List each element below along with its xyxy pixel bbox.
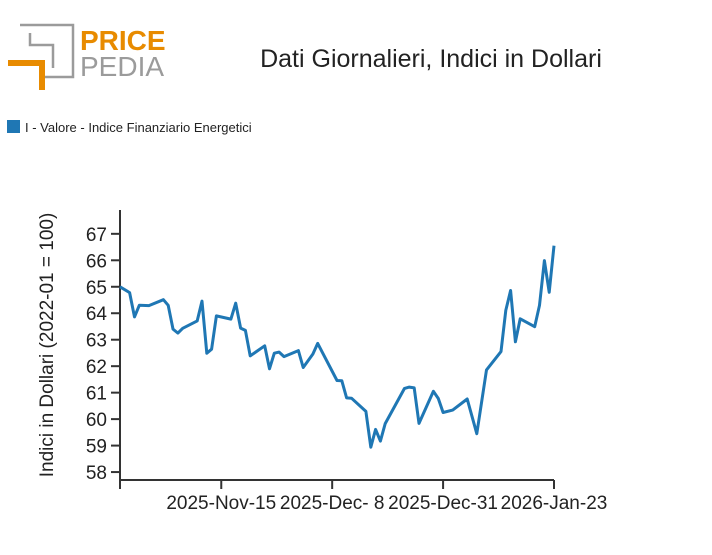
y-tick-label: 58 xyxy=(86,463,107,484)
y-tick-label: 60 xyxy=(86,410,107,431)
logo-line2: PEDIA xyxy=(80,51,164,82)
y-tick-label: 59 xyxy=(86,437,107,458)
y-tick-label: 66 xyxy=(86,251,107,272)
legend: I - Valore - Indice Finanziario Energeti… xyxy=(7,120,252,135)
y-tick-label: 64 xyxy=(86,304,108,325)
legend-swatch xyxy=(7,120,20,133)
y-tick-label: 65 xyxy=(86,278,107,299)
y-tick-label: 61 xyxy=(86,384,107,405)
legend-label: I - Valore - Indice Finanziario Energeti… xyxy=(25,120,252,135)
y-tick-label: 62 xyxy=(86,357,107,378)
y-tick-label: 63 xyxy=(86,331,107,352)
pricepedia-logo: PRICE PEDIA xyxy=(8,23,166,90)
x-tick-label: 2025-Dec-31 xyxy=(388,493,498,514)
series-line xyxy=(119,245,556,449)
chart-title: Dati Giornalieri, Indici in Dollari xyxy=(260,45,602,73)
x-tick-label: 2026-Jan-23 xyxy=(501,493,608,514)
x-tick-label: 2025-Dec- 8 xyxy=(280,493,385,514)
logo-line1: PRICE xyxy=(80,25,166,56)
y-axis-label: Indici in Dollari (2022-01 = 100) xyxy=(37,213,58,478)
y-tick-label: 67 xyxy=(86,225,107,246)
x-tick-label: 2025-Nov-15 xyxy=(166,493,276,514)
